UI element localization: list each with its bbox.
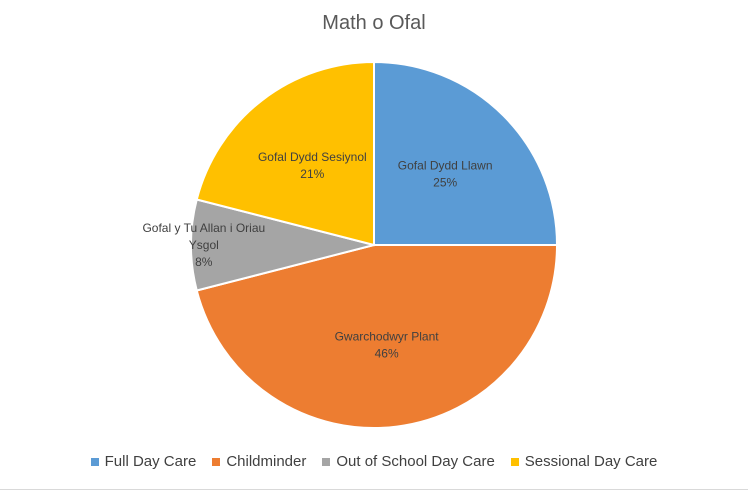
slice-data-label: Gofal y Tu Allan i Oriau Ysgol 8% (142, 221, 265, 269)
slice-percent-label: 46% (375, 346, 399, 360)
slice-percent-label: 8% (195, 255, 213, 269)
pie-slice-sessional-day-care (195, 60, 375, 247)
slice-name-label: Gofal y Tu Allan i Oriau (142, 221, 265, 235)
legend-label: Sessional Day Care (524, 453, 658, 470)
slice-name-label: Gwarchodwyr Plant (335, 329, 440, 343)
legend-item: Childminder (212, 453, 306, 470)
legend-label: Full Day Care (104, 453, 197, 470)
slice-data-label: Gofal Dydd Sesiynol 21% (258, 150, 367, 181)
slice-name-label: Gofal Dydd Sesiynol (258, 150, 367, 164)
bottom-divider (0, 489, 748, 490)
legend-item: Full Day Care (90, 453, 197, 470)
slice-percent-label: 25% (433, 175, 457, 189)
legend-item: Sessional Day Care (510, 453, 658, 470)
pie-slice-full-day-care (373, 60, 559, 246)
pie-slice-childminder (195, 244, 559, 429)
legend-swatch (212, 457, 221, 466)
legend-label: Childminder (226, 453, 307, 470)
slice-name-label: Ysgol (189, 238, 219, 252)
slice-name-label: Gofal Dydd Llawn (398, 158, 493, 172)
legend-swatch (510, 457, 519, 466)
legend-swatch (90, 457, 99, 466)
slice-data-label: Gwarchodwyr Plant 46% (335, 329, 440, 360)
slice-data-label: Gofal Dydd Llawn 25% (398, 158, 493, 189)
legend-item: Out of School Day Care (322, 453, 495, 470)
pie-slice-out-of-school-day-care (190, 198, 375, 292)
slice-percent-label: 21% (300, 167, 324, 181)
chart-title: Math o Ofal (322, 12, 426, 34)
legend-label: Out of School Day Care (336, 453, 495, 470)
chart-legend: Full Day Care Childminder Out of School Da… (0, 453, 748, 470)
legend-swatch (322, 457, 331, 466)
